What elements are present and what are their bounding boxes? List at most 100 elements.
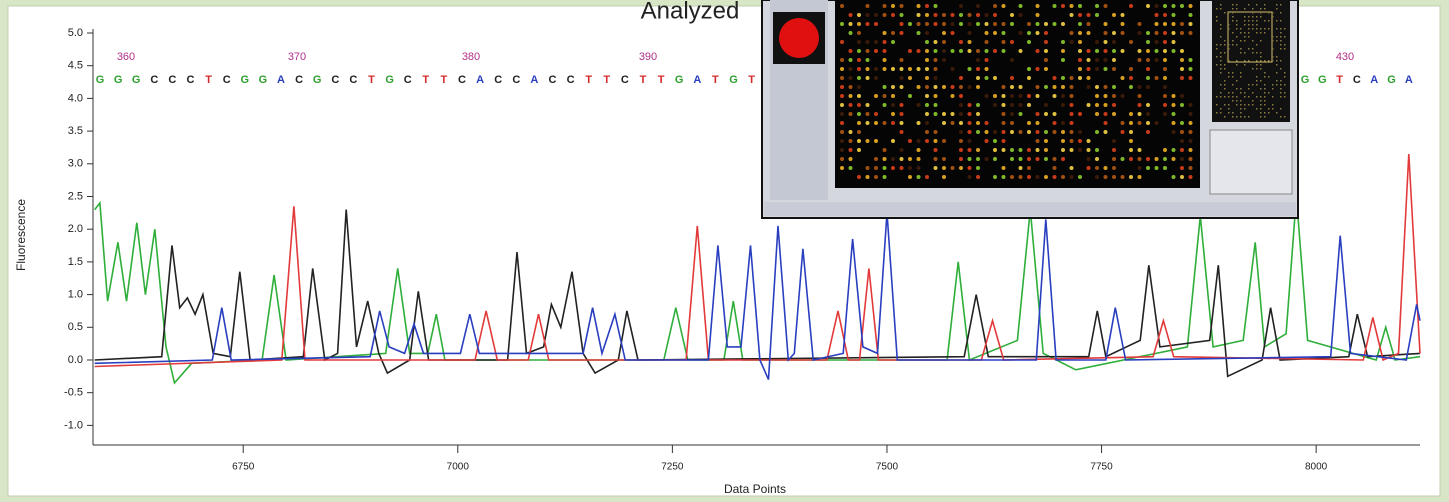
base-letter: C — [150, 74, 158, 86]
array-spot — [1129, 4, 1133, 8]
thumb-spot — [1220, 36, 1222, 38]
array-spot — [1061, 139, 1065, 143]
thumb-spot — [1248, 36, 1250, 38]
thumb-spot — [1280, 68, 1282, 70]
thumb-spot — [1220, 72, 1222, 74]
array-spot — [899, 103, 904, 107]
array-spot — [865, 13, 870, 17]
thumb-spot — [1224, 84, 1226, 86]
array-spot — [891, 139, 895, 143]
array-spot — [925, 49, 929, 53]
array-spot — [916, 166, 921, 170]
array-spot — [950, 13, 955, 17]
array-spot — [1103, 166, 1108, 170]
array-spot — [1061, 103, 1065, 107]
thumb-spot — [1236, 24, 1238, 26]
thumb-spot — [1228, 12, 1230, 14]
array-spot — [1086, 103, 1091, 107]
array-spot — [1001, 166, 1006, 170]
base-letter: T — [368, 74, 375, 86]
base-letter: G — [96, 74, 105, 86]
array-spot — [959, 139, 963, 143]
array-spot — [1112, 40, 1116, 44]
thumb-spot — [1264, 4, 1266, 6]
array-spot — [942, 112, 946, 116]
thumb-spot — [1280, 36, 1282, 38]
array-spot — [1010, 58, 1014, 62]
thumb-spot — [1264, 76, 1266, 78]
array-spot — [899, 67, 904, 71]
array-spot — [916, 49, 921, 53]
thumb-spot — [1248, 20, 1250, 22]
thumb-spot — [1252, 48, 1254, 50]
thumb-spot — [1264, 28, 1266, 30]
array-spot — [959, 121, 963, 125]
thumb-spot — [1276, 56, 1278, 58]
array-spot — [840, 4, 844, 8]
thumb-spot — [1216, 64, 1218, 66]
array-spot — [1069, 40, 1074, 44]
array-spot — [993, 31, 997, 35]
y-tick-label: 1.0 — [68, 288, 83, 300]
thumb-spot — [1232, 20, 1234, 22]
base-letter: C — [187, 74, 195, 86]
array-spot — [959, 157, 963, 161]
array-spot — [967, 67, 972, 71]
array-spot — [1086, 85, 1091, 89]
array-spot — [993, 139, 997, 143]
array-spot — [1180, 22, 1184, 26]
array-spot — [1001, 130, 1006, 134]
base-letter: C — [331, 74, 339, 86]
array-spot — [1010, 157, 1014, 161]
array-spot — [865, 49, 870, 53]
array-spot — [848, 58, 853, 62]
array-spot — [1086, 22, 1091, 26]
microarray-window — [761, 0, 1299, 219]
array-spot — [1078, 76, 1082, 80]
thumb-spot — [1236, 60, 1238, 62]
array-spot — [874, 76, 878, 80]
array-spot — [857, 58, 861, 62]
array-spot — [959, 4, 963, 8]
array-spot — [993, 4, 997, 8]
array-spot — [984, 49, 989, 53]
array-spot — [942, 22, 946, 26]
array-spot — [1188, 58, 1193, 62]
array-spot — [993, 148, 997, 152]
y-tick-label: 4.5 — [68, 60, 83, 72]
array-spot — [942, 175, 946, 179]
array-spot — [1137, 85, 1142, 89]
array-spot — [899, 22, 904, 26]
array-spot — [1129, 40, 1133, 44]
thumb-spot — [1232, 16, 1234, 18]
thumb-spot — [1240, 100, 1242, 102]
array-spot — [840, 85, 844, 89]
thumb-spot — [1224, 80, 1226, 82]
array-spot — [1188, 31, 1193, 35]
array-spot — [1001, 121, 1006, 125]
array-spot — [857, 130, 861, 134]
array-spot — [1180, 130, 1184, 134]
thumb-spot — [1240, 116, 1242, 118]
array-spot — [959, 130, 963, 134]
array-spot — [1044, 103, 1048, 107]
array-spot — [882, 49, 887, 53]
array-spot — [984, 76, 989, 80]
array-spot — [1154, 166, 1159, 170]
base-letter: G — [241, 74, 250, 86]
array-spot — [891, 40, 895, 44]
array-spot — [1078, 139, 1082, 143]
array-spot — [933, 112, 938, 116]
array-spot — [1095, 94, 1099, 98]
thumb-spot — [1284, 76, 1286, 78]
array-spot — [840, 130, 844, 134]
thumb-spot — [1276, 112, 1278, 114]
array-spot — [976, 157, 980, 161]
thumb-spot — [1260, 8, 1262, 10]
array-spot — [1052, 121, 1057, 125]
array-spot — [984, 31, 989, 35]
array-spot — [1044, 67, 1048, 71]
array-spot — [1095, 157, 1099, 161]
array-spot — [1171, 103, 1176, 107]
thumb-spot — [1276, 60, 1278, 62]
